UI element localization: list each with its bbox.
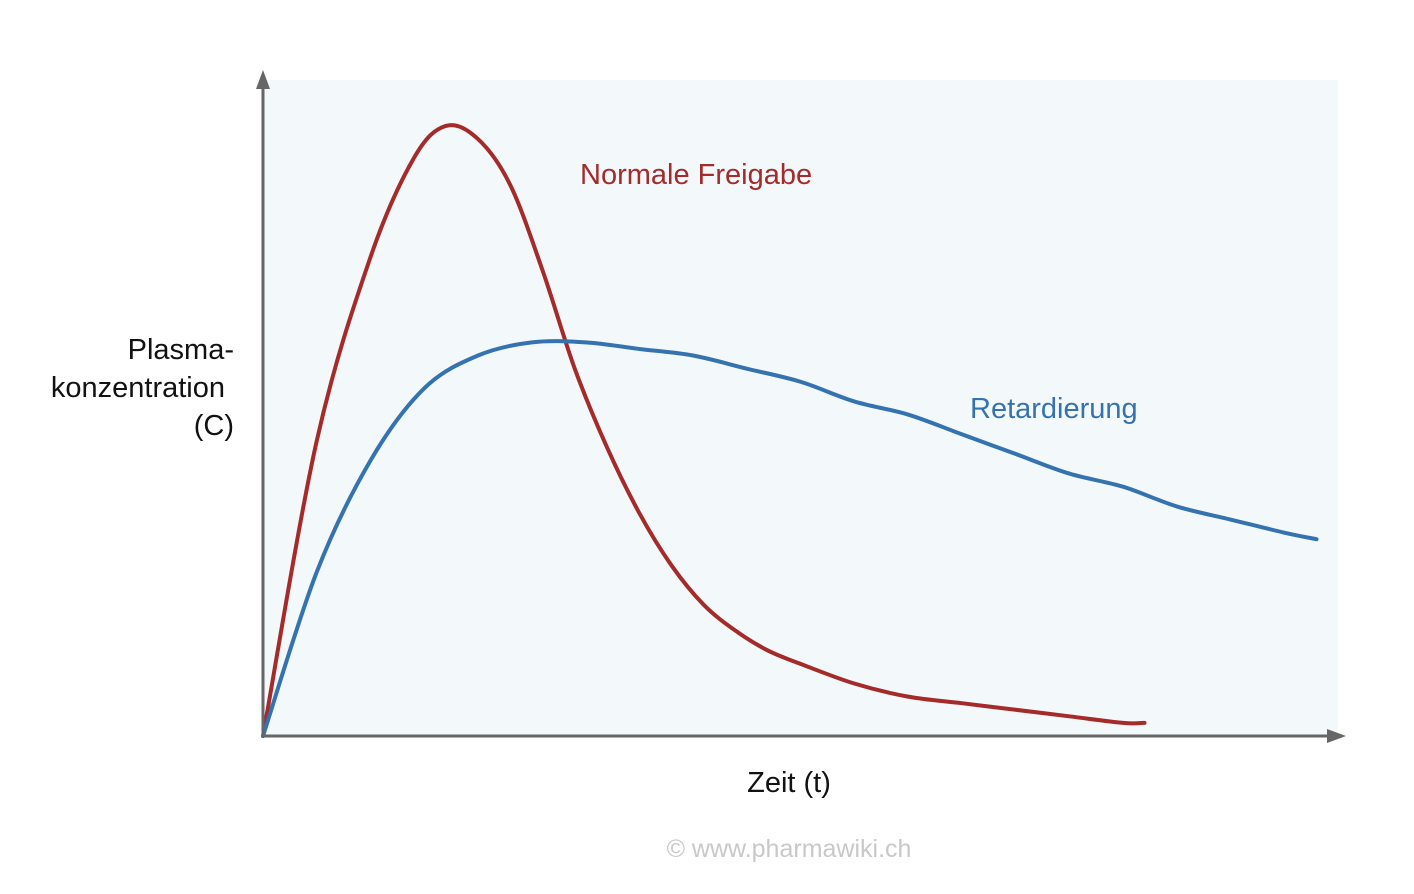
series-layer: [261, 123, 1319, 738]
series-line-retardierung: [261, 339, 1319, 738]
y-axis-label-line-2: konzentration: [51, 372, 225, 404]
x-axis-label: Zeit (t): [747, 767, 831, 799]
y-axis-arrow-icon: [256, 70, 270, 89]
y-axis-label-line-3: (C): [194, 410, 234, 442]
series-label-retardierung: Retardierung: [970, 393, 1138, 425]
series-labels: Normale Freigabe Retardierung: [580, 159, 1138, 425]
y-axis-label-line-1: Plasma-: [128, 334, 234, 366]
series-label-normale-freigabe: Normale Freigabe: [580, 159, 812, 191]
copyright-text: © www.pharmawiki.ch: [667, 835, 912, 863]
x-axis-arrow-icon: [1327, 729, 1346, 743]
series-line-normale-freigabe: [261, 123, 1147, 738]
plot-background: [263, 80, 1338, 736]
